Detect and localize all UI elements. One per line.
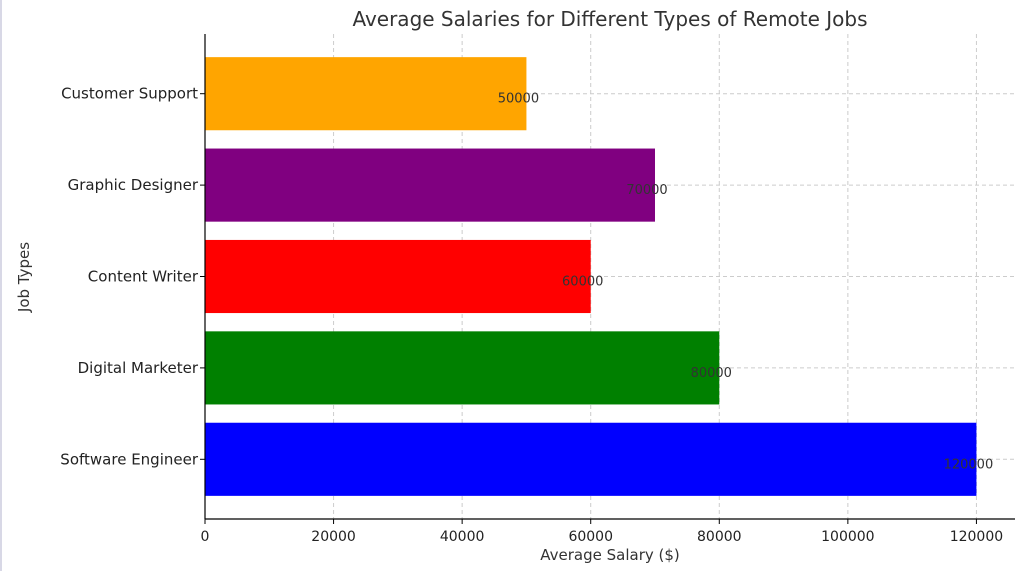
- data-label: 60000: [562, 275, 603, 290]
- bar-software-engineer: [205, 422, 977, 496]
- bar-customer-support: [205, 57, 527, 131]
- x-tick-label: 20000: [311, 529, 356, 545]
- bars: [205, 57, 977, 496]
- x-tick-label: 80000: [697, 529, 742, 545]
- x-ticks: 0 20000 40000 60000 80000 100000 120000: [201, 519, 1003, 545]
- y-tick-label: Customer Support: [61, 85, 198, 103]
- bar-graphic-designer: [205, 148, 655, 222]
- bar-digital-marketer: [205, 331, 720, 405]
- y-axis-label: Job Types: [15, 242, 33, 313]
- x-axis-label: Average Salary ($): [540, 546, 680, 564]
- x-tick-label: 0: [201, 529, 210, 545]
- y-tick-label: Graphic Designer: [68, 176, 199, 194]
- y-tick-label: Content Writer: [88, 268, 199, 286]
- y-tick-label: Software Engineer: [60, 450, 199, 468]
- data-label: 120000: [944, 457, 994, 472]
- data-labels: 120000 80000 60000 70000 50000: [498, 92, 994, 473]
- data-label: 50000: [498, 92, 539, 107]
- y-tick-label: Digital Marketer: [78, 359, 199, 377]
- chart-title: Average Salaries for Different Types of …: [352, 7, 867, 31]
- x-tick-label: 120000: [950, 529, 1003, 545]
- bar-content-writer: [205, 239, 591, 314]
- x-tick-label: 100000: [821, 529, 874, 545]
- y-category-labels: Software Engineer Digital Marketer Content…: [60, 85, 205, 468]
- x-tick-label: 40000: [440, 529, 485, 545]
- x-tick-label: 60000: [568, 529, 613, 545]
- data-label: 80000: [691, 366, 732, 381]
- data-label: 70000: [626, 183, 667, 198]
